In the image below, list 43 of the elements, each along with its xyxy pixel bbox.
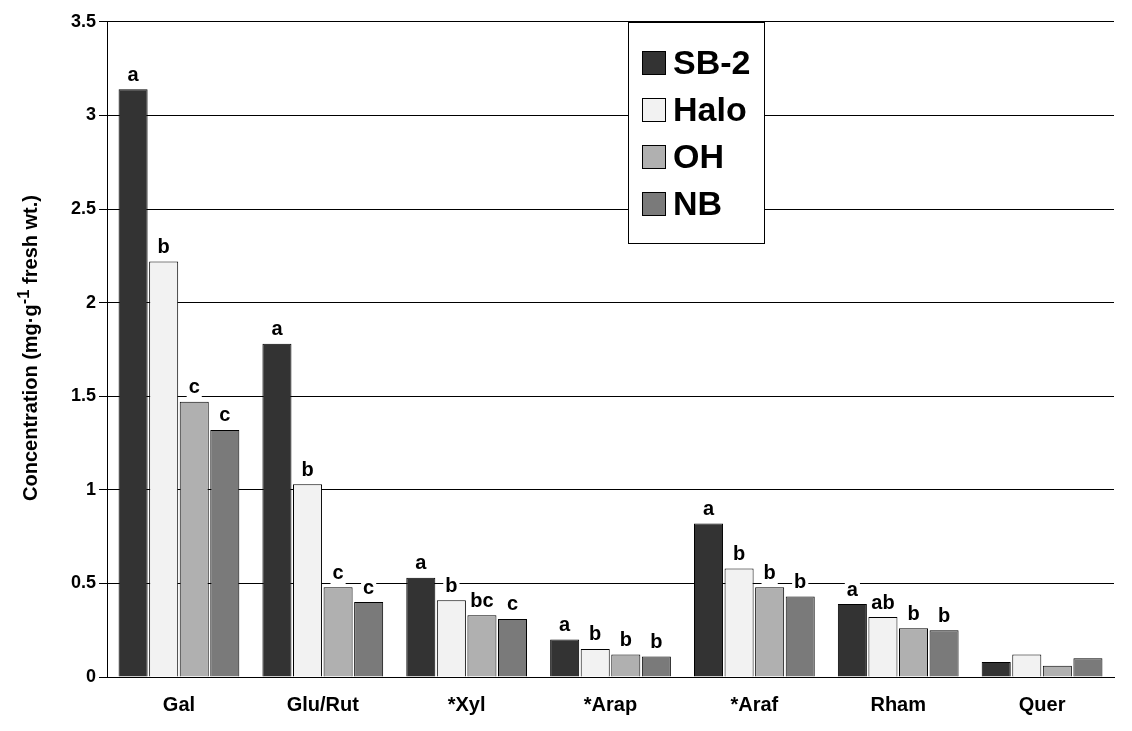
y-tick-label: 2.5 <box>70 197 97 218</box>
data-label: b <box>732 541 746 564</box>
y-tick-label: 2 <box>86 291 97 312</box>
y-tick-label: 1 <box>86 478 97 499</box>
data-label: a <box>846 577 859 600</box>
x-tick-label: *Xyl <box>447 692 486 715</box>
data-label: ab <box>871 590 895 613</box>
y-tick-label: 1.5 <box>70 385 97 406</box>
data-label: b <box>301 457 314 480</box>
data-label: a <box>415 551 428 574</box>
data-label: b <box>650 629 663 652</box>
data-label: a <box>702 497 715 520</box>
data-label: b <box>589 622 602 645</box>
x-tick-label: *Arap <box>583 692 638 715</box>
data-label: a <box>271 317 284 340</box>
x-tick-label: Rham <box>870 692 927 715</box>
x-tick-label: *Araf <box>730 692 779 715</box>
legend-label: OH <box>673 137 724 176</box>
x-tick-label: Gal <box>162 692 196 715</box>
data-label: b <box>763 560 776 583</box>
data-label: c <box>506 592 519 615</box>
legend-label: SB-2 <box>673 43 751 82</box>
x-tick-label: Glu/Rut <box>286 692 360 715</box>
data-label: c <box>219 403 231 426</box>
y-tick-label: 0 <box>86 665 97 686</box>
legend-label: Halo <box>673 90 747 129</box>
data-label: b <box>907 601 920 624</box>
data-label: b <box>794 570 807 593</box>
y-tick-label: 3.5 <box>70 10 97 31</box>
data-label: c <box>188 375 200 398</box>
data-label: c <box>363 575 375 598</box>
data-label: bc <box>470 588 494 611</box>
data-label: b <box>937 603 951 626</box>
data-label: a <box>559 613 572 636</box>
y-tick-label: 0.5 <box>70 572 97 593</box>
data-label: b <box>445 573 458 596</box>
data-label: b <box>619 628 632 651</box>
y-tick-label: 3 <box>86 104 97 125</box>
legend-label: NB <box>673 184 723 223</box>
x-tick-label: Quer <box>1018 692 1066 715</box>
data-label: c <box>332 560 344 583</box>
data-label: b <box>157 234 170 257</box>
data-label: a <box>127 62 140 85</box>
